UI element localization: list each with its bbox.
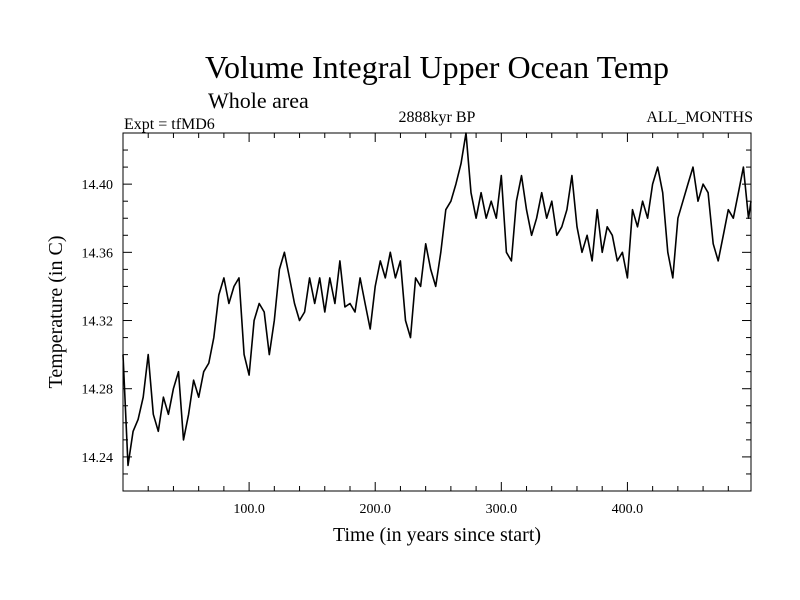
tick-labels-group: 100.0 200.0 300.0 400.0 14.24 14.28 14.32 14.36…: [82, 178, 644, 517]
ticks-group: [123, 133, 751, 491]
experiment-label: Expt = tfMD6: [124, 116, 215, 133]
y-tick-label: 14.40: [82, 178, 114, 193]
months-label: ALL_MONTHS: [646, 109, 753, 126]
chart-subtitle: Whole area: [208, 88, 309, 113]
temperature-series-line: [122, 132, 752, 467]
plot-frame: [122, 132, 752, 492]
y-tick-label: 14.36: [82, 246, 114, 261]
y-tick-label: 14.24: [82, 451, 114, 466]
chart-title: Volume Integral Upper Ocean Temp: [205, 49, 669, 85]
y-tick-label: 14.28: [82, 383, 114, 398]
y-tick-label: 14.32: [82, 315, 114, 330]
x-tick-label: 200.0: [359, 502, 391, 517]
x-tick-label: 100.0: [233, 502, 265, 517]
x-tick-label: 400.0: [612, 502, 644, 517]
x-tick-label: 300.0: [486, 502, 518, 517]
y-axis-label: Temperature (in C): [45, 236, 67, 389]
time-period-label: 2888kyr BP: [399, 109, 476, 126]
x-axis-label: Time (in years since start): [333, 524, 541, 546]
